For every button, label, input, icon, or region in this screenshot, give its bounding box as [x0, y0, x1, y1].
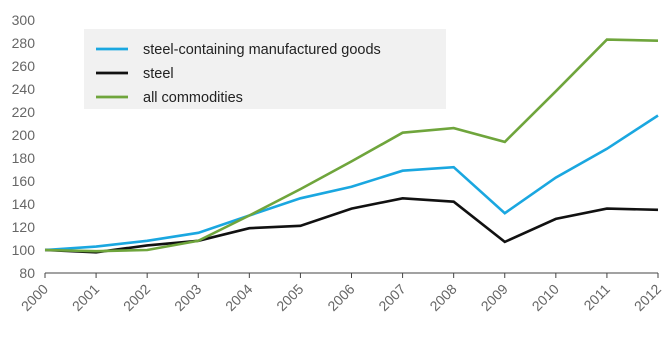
- x-tick-label: 2011: [580, 281, 613, 314]
- legend-label-3: all commodities: [143, 90, 243, 106]
- x-tick-label: 2007: [375, 281, 408, 314]
- legend-label-1: steel-containing manufactured goods: [143, 42, 381, 58]
- x-tick-label: 2003: [171, 281, 204, 314]
- x-tick-label: 2006: [324, 281, 357, 314]
- legend-label-2: steel: [143, 66, 174, 82]
- y-tick-label: 300: [12, 12, 36, 28]
- x-tick-label: 2001: [69, 281, 102, 314]
- y-tick-label: 140: [12, 196, 36, 212]
- x-tick-label: 2005: [273, 281, 306, 314]
- series-line-3: [44, 38, 659, 253]
- series-lines: [44, 38, 659, 254]
- legend-box: [84, 29, 446, 109]
- y-tick-label: 160: [12, 173, 36, 189]
- y-tick-label: 120: [12, 219, 36, 235]
- x-tick-label: 2002: [120, 281, 153, 314]
- y-tick-label: 280: [12, 35, 36, 51]
- y-tick-label: 260: [12, 58, 36, 74]
- series-line-1: [44, 114, 659, 252]
- y-tick-label: 200: [12, 127, 36, 143]
- y-tick-label: 220: [12, 104, 36, 120]
- y-tick-label: 80: [19, 265, 35, 281]
- x-tick-label: 2008: [426, 281, 459, 314]
- x-tick-label: 2010: [529, 281, 562, 314]
- x-tick-label: 2000: [18, 281, 51, 314]
- series-line-2: [44, 196, 659, 254]
- y-tick-label: 180: [12, 150, 36, 166]
- y-tick-label: 100: [12, 242, 36, 258]
- legend: steel-containing manufactured goods steel…: [84, 29, 446, 109]
- x-tick-label: 2009: [478, 281, 511, 314]
- y-tick-label: 240: [12, 81, 36, 97]
- x-tick-label: 2012: [631, 281, 663, 314]
- x-tick-label: 2004: [222, 281, 255, 314]
